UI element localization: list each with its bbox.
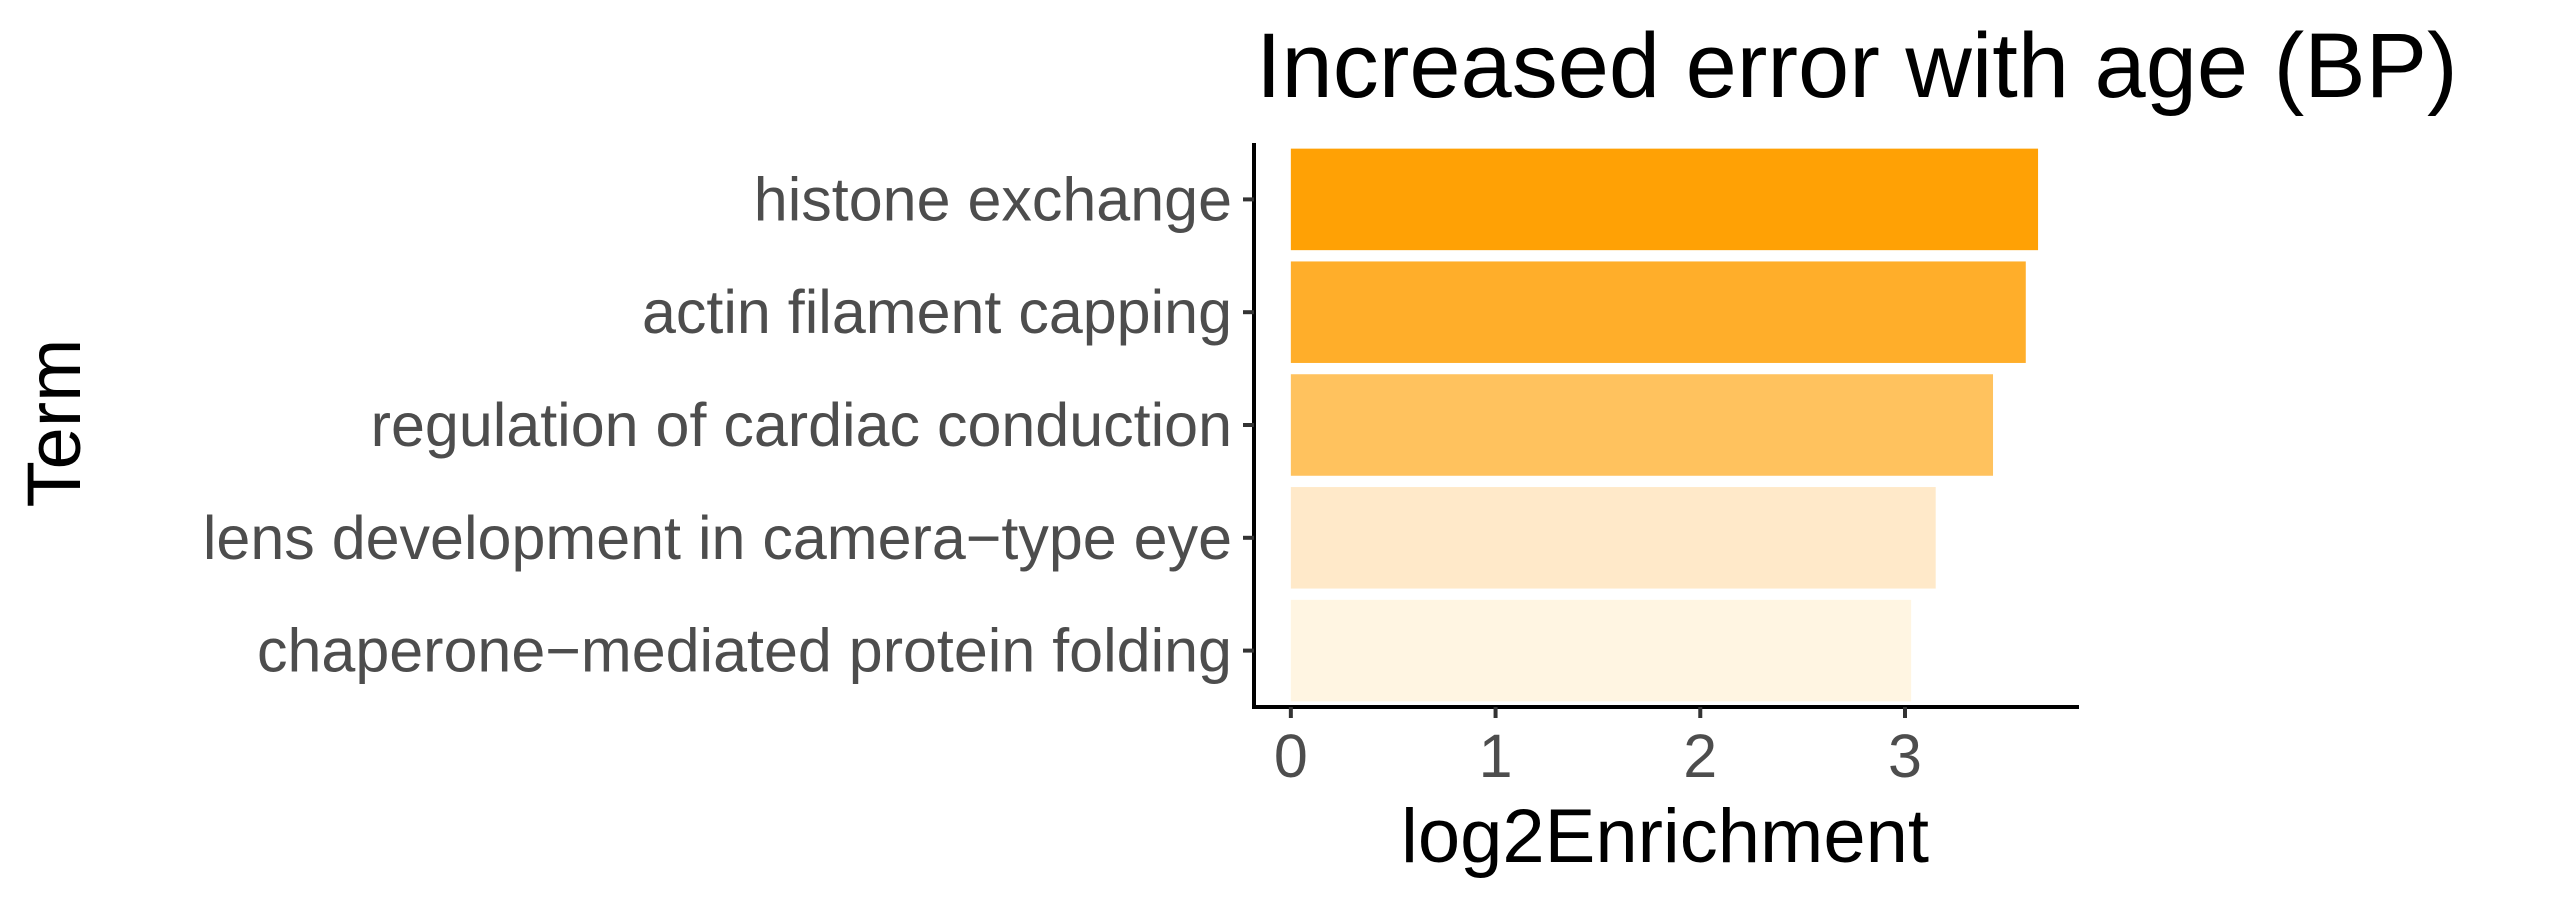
- y-ticks-layer: histone exchange actin filament capping re…: [203, 165, 1254, 685]
- x-tick-label: 1: [1479, 722, 1513, 790]
- y-tick-label: regulation of cardiac conduction: [371, 391, 1232, 459]
- bar: [1290, 599, 1912, 702]
- bar: [1290, 148, 2039, 251]
- y-tick-label: chaperone−mediated protein folding: [257, 617, 1232, 685]
- y-tick-label: actin filament capping: [642, 278, 1232, 346]
- y-tick-label: histone exchange: [754, 165, 1232, 233]
- bars-layer: [1290, 148, 2039, 702]
- bar: [1290, 374, 1994, 476]
- x-ticks-layer: 0 1 2 3: [1274, 707, 1922, 790]
- bar: [1290, 261, 2026, 363]
- x-tick-label: 3: [1888, 722, 1922, 790]
- chart-title: Increased error with age (BP): [1256, 15, 2458, 117]
- y-axis-title: Term: [12, 339, 97, 508]
- y-tick-label: lens development in camera−type eye: [203, 504, 1232, 572]
- bar: [1290, 487, 1936, 589]
- x-tick-label: 2: [1683, 722, 1717, 790]
- x-axis-title: log2Enrichment: [1401, 794, 1929, 879]
- x-tick-label: 0: [1274, 722, 1308, 790]
